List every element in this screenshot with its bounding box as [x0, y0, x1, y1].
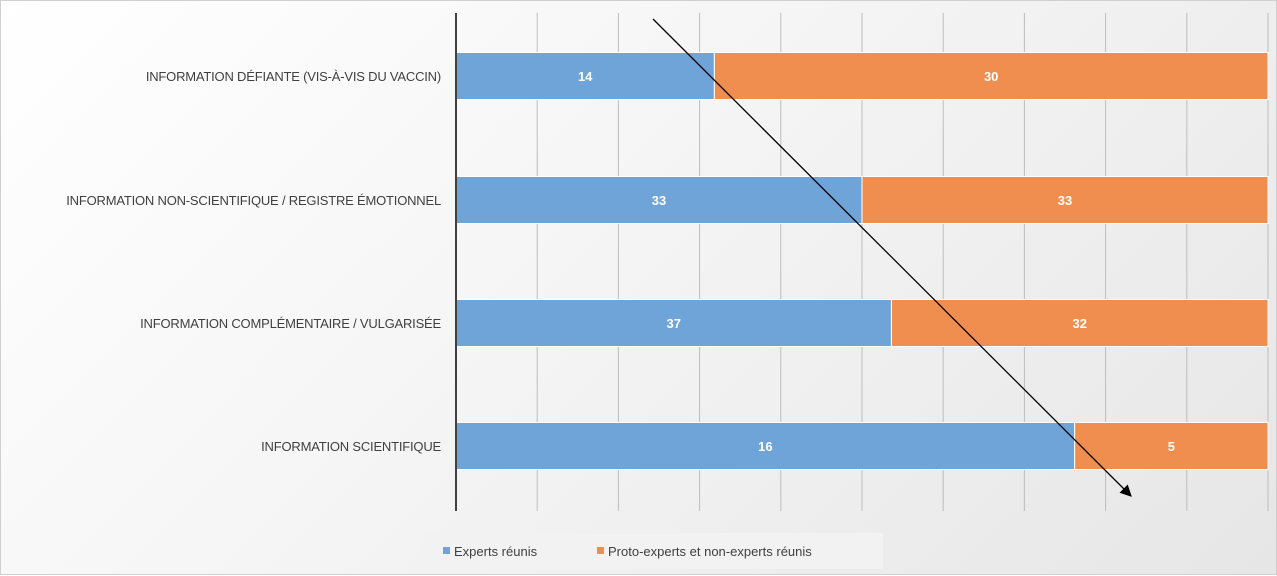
data-label: 16 [758, 439, 772, 454]
bar-non-experts [1074, 422, 1269, 470]
legend-box [423, 533, 883, 569]
data-label: 5 [1168, 439, 1175, 454]
bars [455, 52, 1269, 470]
legend-label: Proto-experts et non-experts réunis [608, 544, 812, 559]
legend-label: Experts réunis [454, 544, 538, 559]
category-label: INFORMATION SCIENTIFIQUE [261, 439, 441, 454]
category-label: INFORMATION COMPLÉMENTAIRE / VULGARISÉE [140, 316, 441, 331]
bar-non-experts [861, 176, 1269, 224]
data-label: 14 [578, 69, 593, 84]
data-label: 33 [652, 193, 666, 208]
bar-experts [455, 422, 1076, 470]
data-label: 37 [666, 316, 680, 331]
bar-non-experts [890, 299, 1269, 347]
category-label: INFORMATION DÉFIANTE (VIS-À-VIS DU VACCI… [146, 69, 441, 84]
legend-swatch [443, 547, 450, 554]
data-label: 32 [1072, 316, 1086, 331]
data-labels: 14 30 33 33 37 32 16 5 [578, 69, 1175, 454]
data-label: 30 [984, 69, 998, 84]
legend: Experts réunis Proto-experts et non-exper… [423, 533, 883, 569]
category-label: INFORMATION NON-SCIENTIFIQUE / REGISTRE … [66, 193, 441, 208]
bar-non-experts [713, 52, 1269, 100]
category-labels: INFORMATION DÉFIANTE (VIS-À-VIS DU VACCI… [66, 69, 441, 454]
annotation-arrow [652, 18, 1132, 497]
legend-swatch [597, 547, 604, 554]
data-label: 33 [1058, 193, 1072, 208]
